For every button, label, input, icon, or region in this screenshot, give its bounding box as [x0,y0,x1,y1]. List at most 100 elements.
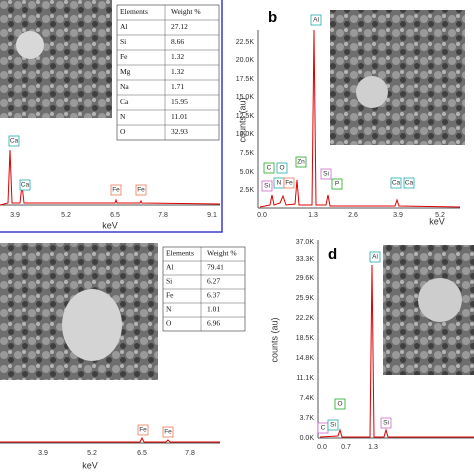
peak-box [137,424,149,436]
table-cell: 1.01 [207,305,220,314]
spectrum [259,29,461,208]
table-cell: 27.12 [171,22,188,31]
peak-box [331,178,343,190]
peak-label: Fe [164,429,172,436]
peak-label: Ca [392,180,401,187]
table-cell: 6.96 [207,319,220,328]
peak-label: O [337,401,342,408]
peak-box [261,180,273,192]
panel-letter: d [328,246,337,263]
y-tick-label: 17.5K [236,76,255,83]
table-cell: 8.66 [171,37,184,46]
table-header: Weight % [171,7,201,16]
table-header: Elements [120,7,148,16]
x-tick-label: 0.7 [341,444,351,451]
sem-image [0,0,112,118]
peak-label: Fe [139,427,147,434]
x-tick-label: 6.5 [110,212,120,219]
table-cell: Al [166,263,174,272]
peak-box [320,168,332,180]
peak-label: O [279,165,284,172]
table-cell: Al [120,22,128,31]
spectrum [0,436,220,443]
table-cell: 32.93 [171,127,188,136]
x-tick-label: 3.9 [38,450,48,457]
peak-box [380,417,392,429]
peak-box [327,419,339,431]
y-tick-label: 11.1K [296,375,314,382]
peak-box [295,156,307,168]
y-tick-label: 37.0K [296,239,315,246]
table-header: Weight % [207,249,237,258]
y-axis-label: counts (au) [237,97,247,142]
y-tick-label: 29.6K [296,275,315,282]
x-tick-label: 3.9 [10,212,20,219]
peak-box [334,398,346,410]
particle [16,31,44,59]
y-tick-label: 3.7K [300,415,315,422]
peak-box [390,177,402,189]
table-cell: 1.71 [171,82,184,91]
peak-label: C [267,165,272,172]
x-tick-label: 1.3 [368,444,378,451]
y-tick-label: 10.0K [236,131,255,138]
y-tick-label: 20.0K [236,57,255,64]
y-tick-label: 33.3K [296,256,315,263]
table-cell: N [120,112,126,121]
peak-label: Fe [112,187,120,194]
peak-box [369,251,381,263]
table-cell: N [166,305,172,314]
peak-label: Ca [10,138,19,145]
table-cell: Si [166,277,172,286]
peak-box [403,177,415,189]
table-frame [116,4,220,141]
spectrum [319,264,474,438]
peak-label: Si [330,422,336,429]
peak-label: Zn [297,159,305,166]
x-tick-label: 2.6 [348,212,358,219]
peak-label: Ca [21,182,30,189]
peak-label: C [321,425,326,432]
y-tick-label: 7.4K [300,395,315,402]
data-table: Elements Weight % Al 79.41 Si 6.27 Fe 6.37 N 1.01… [162,246,246,332]
panel-letter: b [268,9,277,26]
peak-box [283,177,295,189]
peak-box [19,179,31,191]
spectrum [0,149,221,206]
peak-label: Si [383,420,389,427]
peak-box [135,184,147,196]
x-tick-label: 1.3 [308,212,318,219]
x-tick-label: 7.8 [185,450,195,457]
peak-label: Si [264,183,270,190]
sem-image [330,10,465,145]
y-tick-label: 25.9K [296,295,315,302]
x-axis-label: keV [429,216,445,226]
y-axis-label: counts (au) [269,317,279,362]
table-header: Elements [166,249,194,258]
y-tick-label: 0.0K [300,435,315,442]
table-cell: Si [120,37,126,46]
table-cell: 1.32 [171,67,184,76]
table-cell: Mg [120,67,131,76]
table-cell: 6.27 [207,277,220,286]
y-tick-label: 14.8K [296,355,315,362]
peak-label: N [277,180,282,187]
table-cell: 79.41 [207,263,224,272]
x-axis-label: keV [82,460,98,470]
data-table: Elements Weight % Al 27.12 Si 8.66 Fe 1.32 Mg 1.3… [116,4,220,141]
x-tick-label: 7.8 [158,212,168,219]
x-axis-label: keV [102,220,118,230]
table-cell: Fe [120,52,128,61]
particle [62,289,122,361]
table-cell: 15.95 [171,97,188,106]
y-tick-label: 12.5K [236,113,255,120]
peak-box [276,162,288,174]
peak-label: Si [323,171,329,178]
table-cell: 1.32 [171,52,184,61]
x-tick-label: 5.2 [435,212,445,219]
y-tick-label: 18.5K [296,335,315,342]
panel-border [0,0,223,233]
table-cell: O [166,319,172,328]
peak-box [263,162,275,174]
